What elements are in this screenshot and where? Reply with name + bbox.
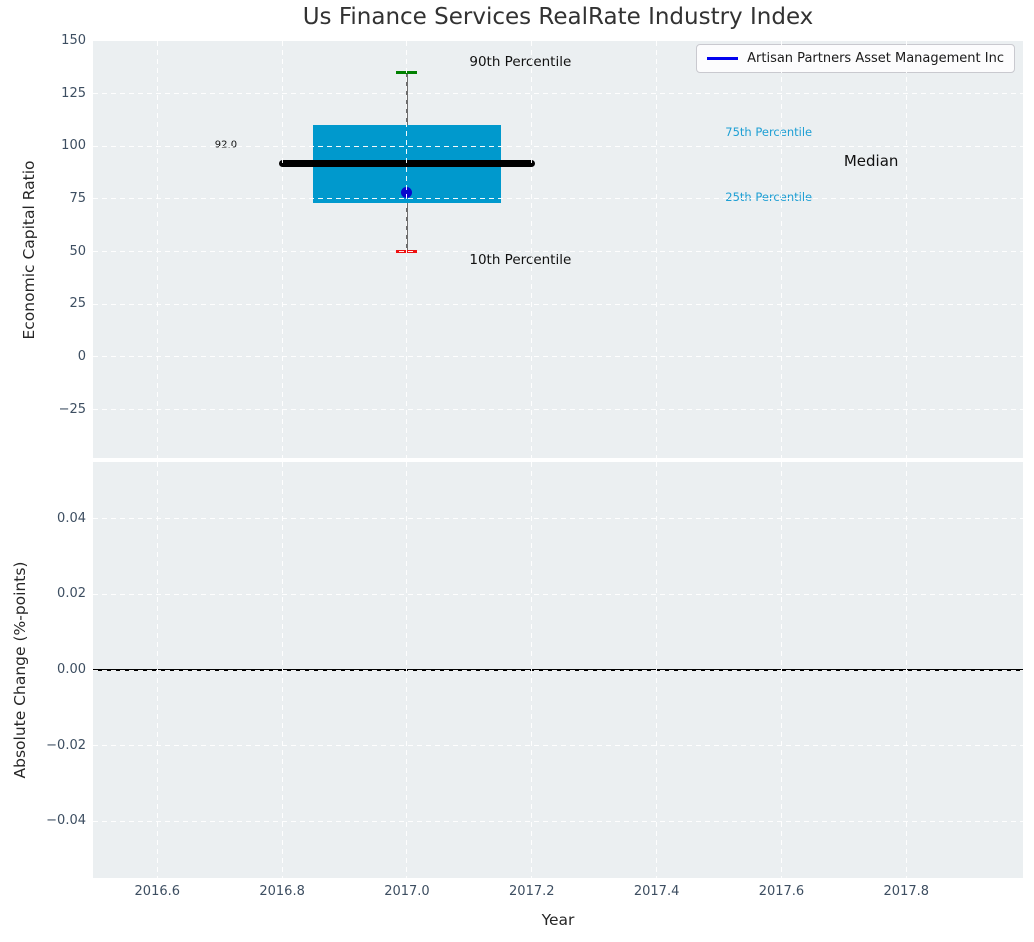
legend-label: Artisan Partners Asset Management Inc [747, 51, 1004, 66]
chart-title: Us Finance Services RealRate Industry In… [302, 4, 814, 30]
p90-cap [396, 71, 418, 75]
y-tick-label: 0 [77, 348, 86, 364]
y-tick-label: −0.02 [46, 737, 86, 753]
gridline-vertical [531, 41, 533, 458]
median-label: Median [843, 152, 899, 171]
p10-label: 10th Percentile [469, 252, 572, 269]
gridline-vertical [780, 41, 782, 458]
gridline-horizontal [93, 198, 1023, 200]
y-tick-label: 0.00 [57, 662, 86, 677]
gridline-horizontal [93, 93, 1023, 95]
axes-economic-capital-ratio: 90th Percentile 10th Percentile 75th Per… [93, 41, 1023, 458]
gridline-horizontal [93, 820, 1023, 822]
gridline-horizontal [93, 409, 1023, 411]
p25-label: 25th Percentile [725, 189, 813, 204]
y-tick-label: 25 [69, 296, 86, 312]
y-tick-label: 50 [69, 243, 86, 259]
median-value-label: 92.0 [214, 139, 238, 151]
gridline-horizontal [93, 356, 1023, 358]
y-tick-label: 0.04 [57, 510, 86, 526]
x-tick-label: 2017.0 [384, 884, 430, 899]
legend-line-icon [707, 57, 739, 60]
gridline-vertical [905, 41, 907, 458]
x-tick-label: 2016.6 [134, 884, 181, 899]
y-tick-label: 0.02 [57, 586, 86, 602]
y-tick-label: 100 [61, 138, 86, 154]
gridline-vertical [281, 41, 283, 458]
p10-cap [396, 250, 418, 254]
y-tick-label: 150 [61, 33, 86, 48]
gridline-vertical [656, 41, 658, 458]
x-tick-label: 2017.8 [883, 884, 930, 899]
axes-absolute-change [93, 462, 1023, 878]
zero-line [93, 669, 1023, 671]
gridline-horizontal [93, 745, 1023, 747]
x-axis-label: Year [541, 911, 575, 929]
y-tick-label: 75 [69, 190, 86, 206]
x-tick-label: 2017.6 [758, 884, 805, 899]
x-tick-label: 2017.2 [509, 884, 555, 899]
x-tick-label: 2016.8 [259, 884, 305, 899]
gridline-horizontal [93, 303, 1023, 305]
y-tick-label: −25 [58, 401, 86, 417]
gridline-horizontal [93, 518, 1023, 520]
median-line [279, 159, 535, 167]
gridline-horizontal [93, 593, 1023, 595]
gridline-vertical [156, 41, 158, 458]
p90-label: 90th Percentile [469, 54, 572, 71]
legend: Artisan Partners Asset Management Inc [696, 44, 1015, 73]
p75-label: 75th Percentile [725, 124, 813, 139]
y-tick-label: 125 [61, 85, 86, 101]
y-tick-label: −0.04 [46, 813, 86, 829]
x-tick-label: 2017.4 [633, 884, 680, 899]
